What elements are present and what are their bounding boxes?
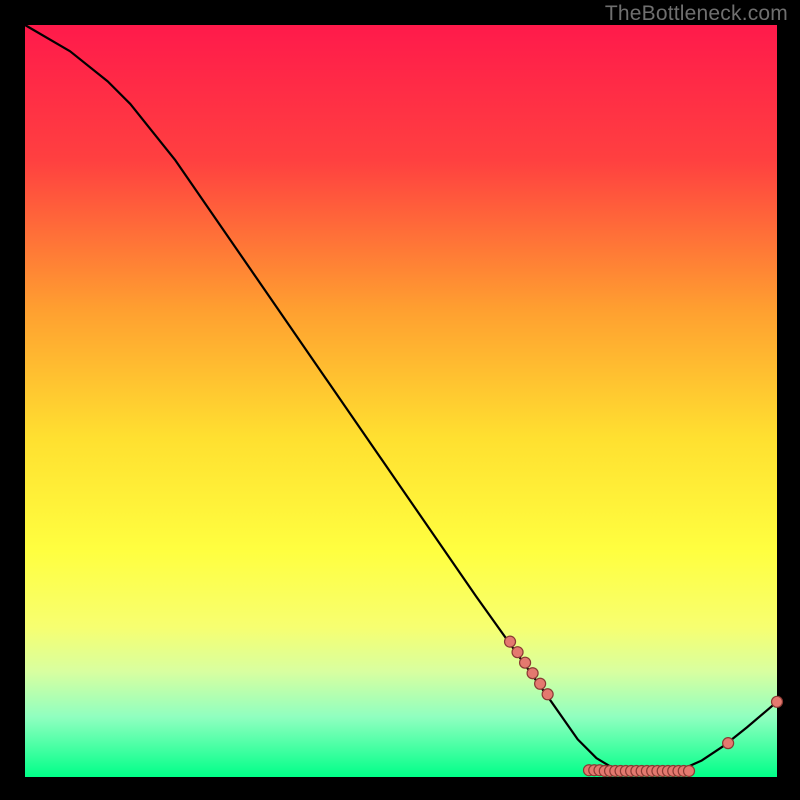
data-marker bbox=[505, 636, 516, 647]
data-marker bbox=[723, 738, 734, 749]
data-marker bbox=[542, 689, 553, 700]
chart-stage: TheBottleneck.com bbox=[0, 0, 800, 800]
data-marker bbox=[535, 678, 546, 689]
watermark-text: TheBottleneck.com bbox=[605, 2, 788, 26]
bottleneck-curve-chart bbox=[0, 0, 800, 800]
data-marker bbox=[527, 668, 538, 679]
data-marker bbox=[520, 657, 531, 668]
data-marker bbox=[772, 696, 783, 707]
data-marker bbox=[684, 765, 695, 776]
data-marker bbox=[512, 647, 523, 658]
gradient-background bbox=[25, 25, 777, 777]
